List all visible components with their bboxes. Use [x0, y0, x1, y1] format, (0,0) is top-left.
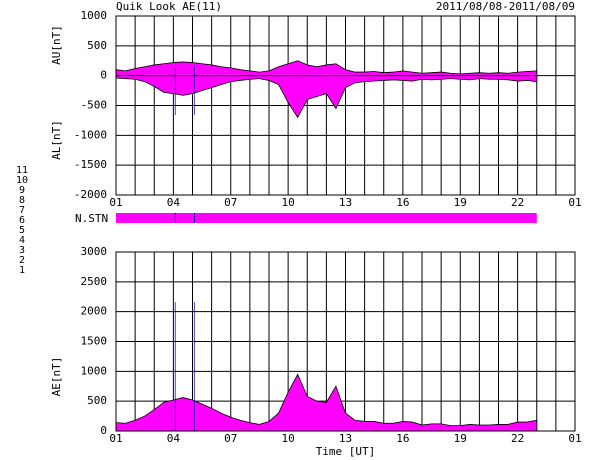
x-tick-label: 10: [282, 432, 295, 445]
x-tick-label: 22: [511, 196, 524, 209]
station-label: 3: [19, 245, 25, 256]
station-label: 8: [19, 195, 25, 206]
x-tick-label: 01: [568, 432, 581, 445]
x-tick-label: 22: [511, 432, 524, 445]
y-tick-label: 1000: [81, 9, 108, 22]
y-tick-label: -1500: [74, 158, 107, 171]
plot-frame: [115, 251, 576, 432]
station-label: 7: [19, 205, 25, 216]
y-tick-label: 0: [100, 424, 107, 437]
y-tick-label: 0: [100, 69, 107, 82]
station-label: 6: [19, 215, 25, 226]
area: [115, 373, 538, 432]
x-tick-label: 04: [167, 196, 181, 209]
plot-frame: [115, 15, 576, 196]
y-tick-label: 3000: [81, 245, 108, 258]
station-label: 4: [19, 235, 25, 246]
area: [115, 75, 538, 119]
x-tick-label: 19: [454, 196, 467, 209]
station-label: 2: [19, 255, 25, 266]
x-tick-label: 10: [282, 196, 295, 209]
station-label: 11: [16, 165, 28, 176]
x-axis-label: Time [UT]: [316, 445, 376, 458]
x-tick-label: 16: [396, 196, 409, 209]
x-tick-label: 07: [224, 432, 237, 445]
y-tick-label: 500: [87, 394, 107, 407]
x-tick-label: 07: [224, 196, 237, 209]
y-tick-label: 2500: [81, 275, 108, 288]
x-tick-label: 01: [568, 196, 581, 209]
date-range: 2011/08/08-2011/08/09: [436, 0, 575, 13]
x-tick-label: 01: [109, 432, 122, 445]
station-label: 5: [19, 225, 25, 236]
station-bar-label: N.STN: [75, 212, 108, 225]
x-tick-label: 13: [339, 432, 352, 445]
y-axis-label: AU[nT]: [50, 25, 63, 65]
station-bar: [116, 213, 537, 223]
y-tick-label: 500: [87, 39, 107, 52]
x-tick-label: 04: [167, 432, 181, 445]
x-tick-label: 01: [109, 196, 122, 209]
y-tick-label: 1000: [81, 364, 108, 377]
y-tick-label: -1000: [74, 128, 107, 141]
x-tick-label: 13: [339, 196, 352, 209]
y-tick-label: 2000: [81, 305, 108, 318]
y-axis-label: AE[nT]: [50, 357, 63, 397]
area: [115, 60, 538, 77]
y-axis-label: AL[nT]: [50, 120, 63, 160]
station-label: 10: [16, 175, 28, 186]
x-tick-label: 16: [396, 432, 409, 445]
station-label: 1: [19, 265, 25, 276]
x-tick-label: 19: [454, 432, 467, 445]
y-tick-label: 1500: [81, 335, 108, 348]
station-label: 9: [19, 185, 25, 196]
chart-title: Quik Look AE(11): [116, 0, 222, 13]
y-tick-label: -500: [81, 99, 108, 112]
y-tick-label: -2000: [74, 188, 107, 201]
